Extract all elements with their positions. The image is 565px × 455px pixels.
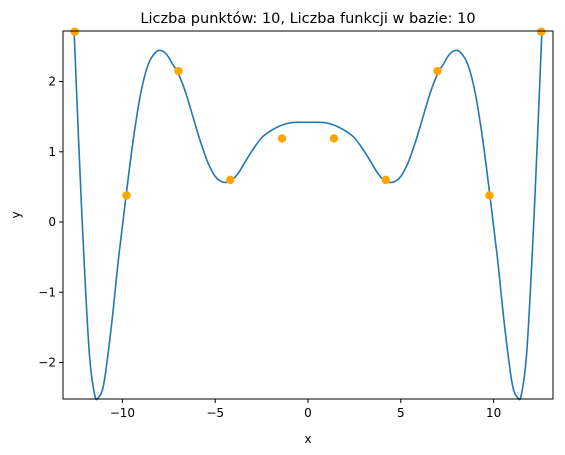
y-tick-label: 1 bbox=[48, 145, 56, 159]
x-tick-label: −10 bbox=[110, 406, 135, 420]
y-tick-label: 0 bbox=[48, 215, 56, 229]
data-point bbox=[174, 66, 183, 76]
x-tick-label: −5 bbox=[206, 406, 224, 420]
y-axis-label: y bbox=[9, 211, 23, 218]
y-tick-label: 2 bbox=[48, 75, 56, 89]
y-axis: −2 −1 0 1 2 bbox=[38, 75, 63, 369]
points-layer bbox=[70, 27, 546, 200]
data-point bbox=[433, 66, 442, 76]
plot-area bbox=[63, 31, 553, 399]
x-axis: −10 −5 0 5 10 bbox=[110, 399, 501, 420]
series-layer bbox=[73, 32, 543, 401]
chart-title: Liczba punktów: 10, Liczba funkcji w baz… bbox=[140, 11, 475, 27]
data-point bbox=[537, 27, 546, 36]
x-tick-label: 5 bbox=[397, 406, 405, 420]
data-point bbox=[329, 134, 339, 143]
data-point bbox=[70, 27, 79, 36]
data-point bbox=[485, 191, 494, 200]
y-tick-label: −1 bbox=[38, 285, 56, 299]
data-point bbox=[277, 134, 287, 143]
data-point bbox=[122, 191, 131, 200]
x-tick-label: 10 bbox=[486, 406, 501, 420]
x-tick-label: 0 bbox=[304, 406, 312, 420]
data-point bbox=[381, 175, 390, 185]
data-point bbox=[226, 175, 235, 185]
y-tick-label: −2 bbox=[38, 355, 56, 369]
fitted-curve bbox=[73, 32, 543, 401]
x-axis-label: x bbox=[304, 432, 311, 446]
